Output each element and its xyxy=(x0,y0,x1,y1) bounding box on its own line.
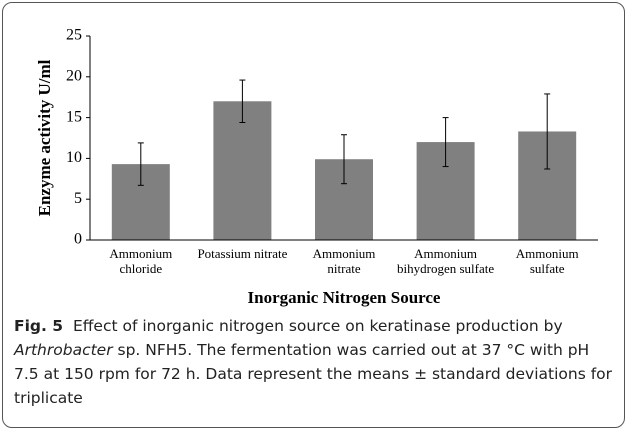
caption-label: Fig. 5 xyxy=(14,317,64,335)
bar xyxy=(213,101,272,240)
chart: Inorganic Nitrogen Source Enzyme activit… xyxy=(35,27,598,307)
x-tick-label: Ammonium sulfate xyxy=(516,246,579,276)
caption-text: Effect of inorganic nitrogen source on k… xyxy=(72,317,563,335)
y-axis-title: Enzyme activity U/ml xyxy=(35,59,54,216)
x-tick-label: Ammonium bihydrogen sulfate xyxy=(397,246,494,276)
y-tick-label: 10 xyxy=(66,149,82,166)
figure-frame xyxy=(2,2,625,428)
error-bar xyxy=(137,142,144,186)
caption-italic: Arthrobacter xyxy=(14,341,113,359)
error-bar xyxy=(442,117,449,168)
x-tick-label: Ammonium chloride xyxy=(109,246,172,276)
y-tick-label: 0 xyxy=(74,231,82,248)
error-bar xyxy=(341,134,347,185)
error-bar xyxy=(544,93,551,170)
x-tick-label: Ammonium nitrate xyxy=(313,246,376,276)
caption-text: sp. NFH5. The fermentation was carried o… xyxy=(14,341,613,407)
y-tick-label: 25 xyxy=(66,27,82,44)
caption: Fig. 5 Effect of inorganic nitrogen sour… xyxy=(14,314,618,410)
x-tick-label: Potassium nitrate xyxy=(197,246,287,261)
y-tick-label: 20 xyxy=(66,67,82,84)
x-axis-title: Inorganic Nitrogen Source xyxy=(248,288,441,307)
y-tick-label: 5 xyxy=(74,190,82,207)
y-tick-label: 15 xyxy=(66,108,82,125)
error-bar xyxy=(239,79,246,123)
